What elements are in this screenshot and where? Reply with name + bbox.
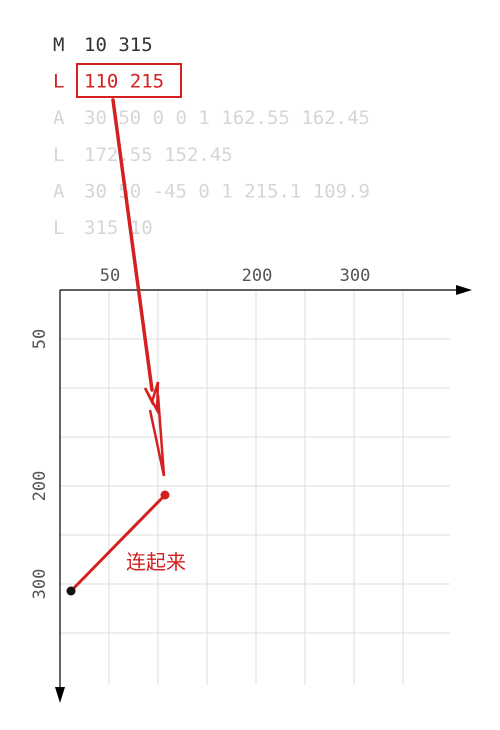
command-args: 30 50 0 0 1 162.55 162.45 <box>84 107 370 129</box>
command-letter: L <box>53 144 64 166</box>
command-args: 315 10 <box>84 217 153 239</box>
x-axis-arrowhead <box>456 285 472 295</box>
x-tick-label: 300 <box>340 266 371 286</box>
y-tick-label: 300 <box>30 569 50 600</box>
command-letter: A <box>53 107 65 129</box>
command-args: 110 215 <box>84 71 164 93</box>
y-tick-label: 50 <box>30 329 50 349</box>
y-axis-arrowhead <box>55 687 65 703</box>
connected-segment <box>71 495 165 591</box>
end-point <box>161 491 170 500</box>
x-tick-label: 50 <box>100 266 120 286</box>
command-letter: M <box>53 34 64 56</box>
command-letter: A <box>53 180 65 202</box>
pointer-arrowhead <box>145 382 164 476</box>
command-letter: L <box>53 217 64 239</box>
x-tick-label: 200 <box>242 266 273 286</box>
coordinate-grid <box>60 290 450 685</box>
command-letter: L <box>53 71 64 93</box>
y-tick-label: 200 <box>30 471 50 502</box>
command-args: 172.55 152.45 <box>84 144 233 166</box>
command-args: 10 315 <box>84 34 153 56</box>
connect-annotation: 连起来 <box>126 550 186 574</box>
start-point <box>67 587 76 596</box>
